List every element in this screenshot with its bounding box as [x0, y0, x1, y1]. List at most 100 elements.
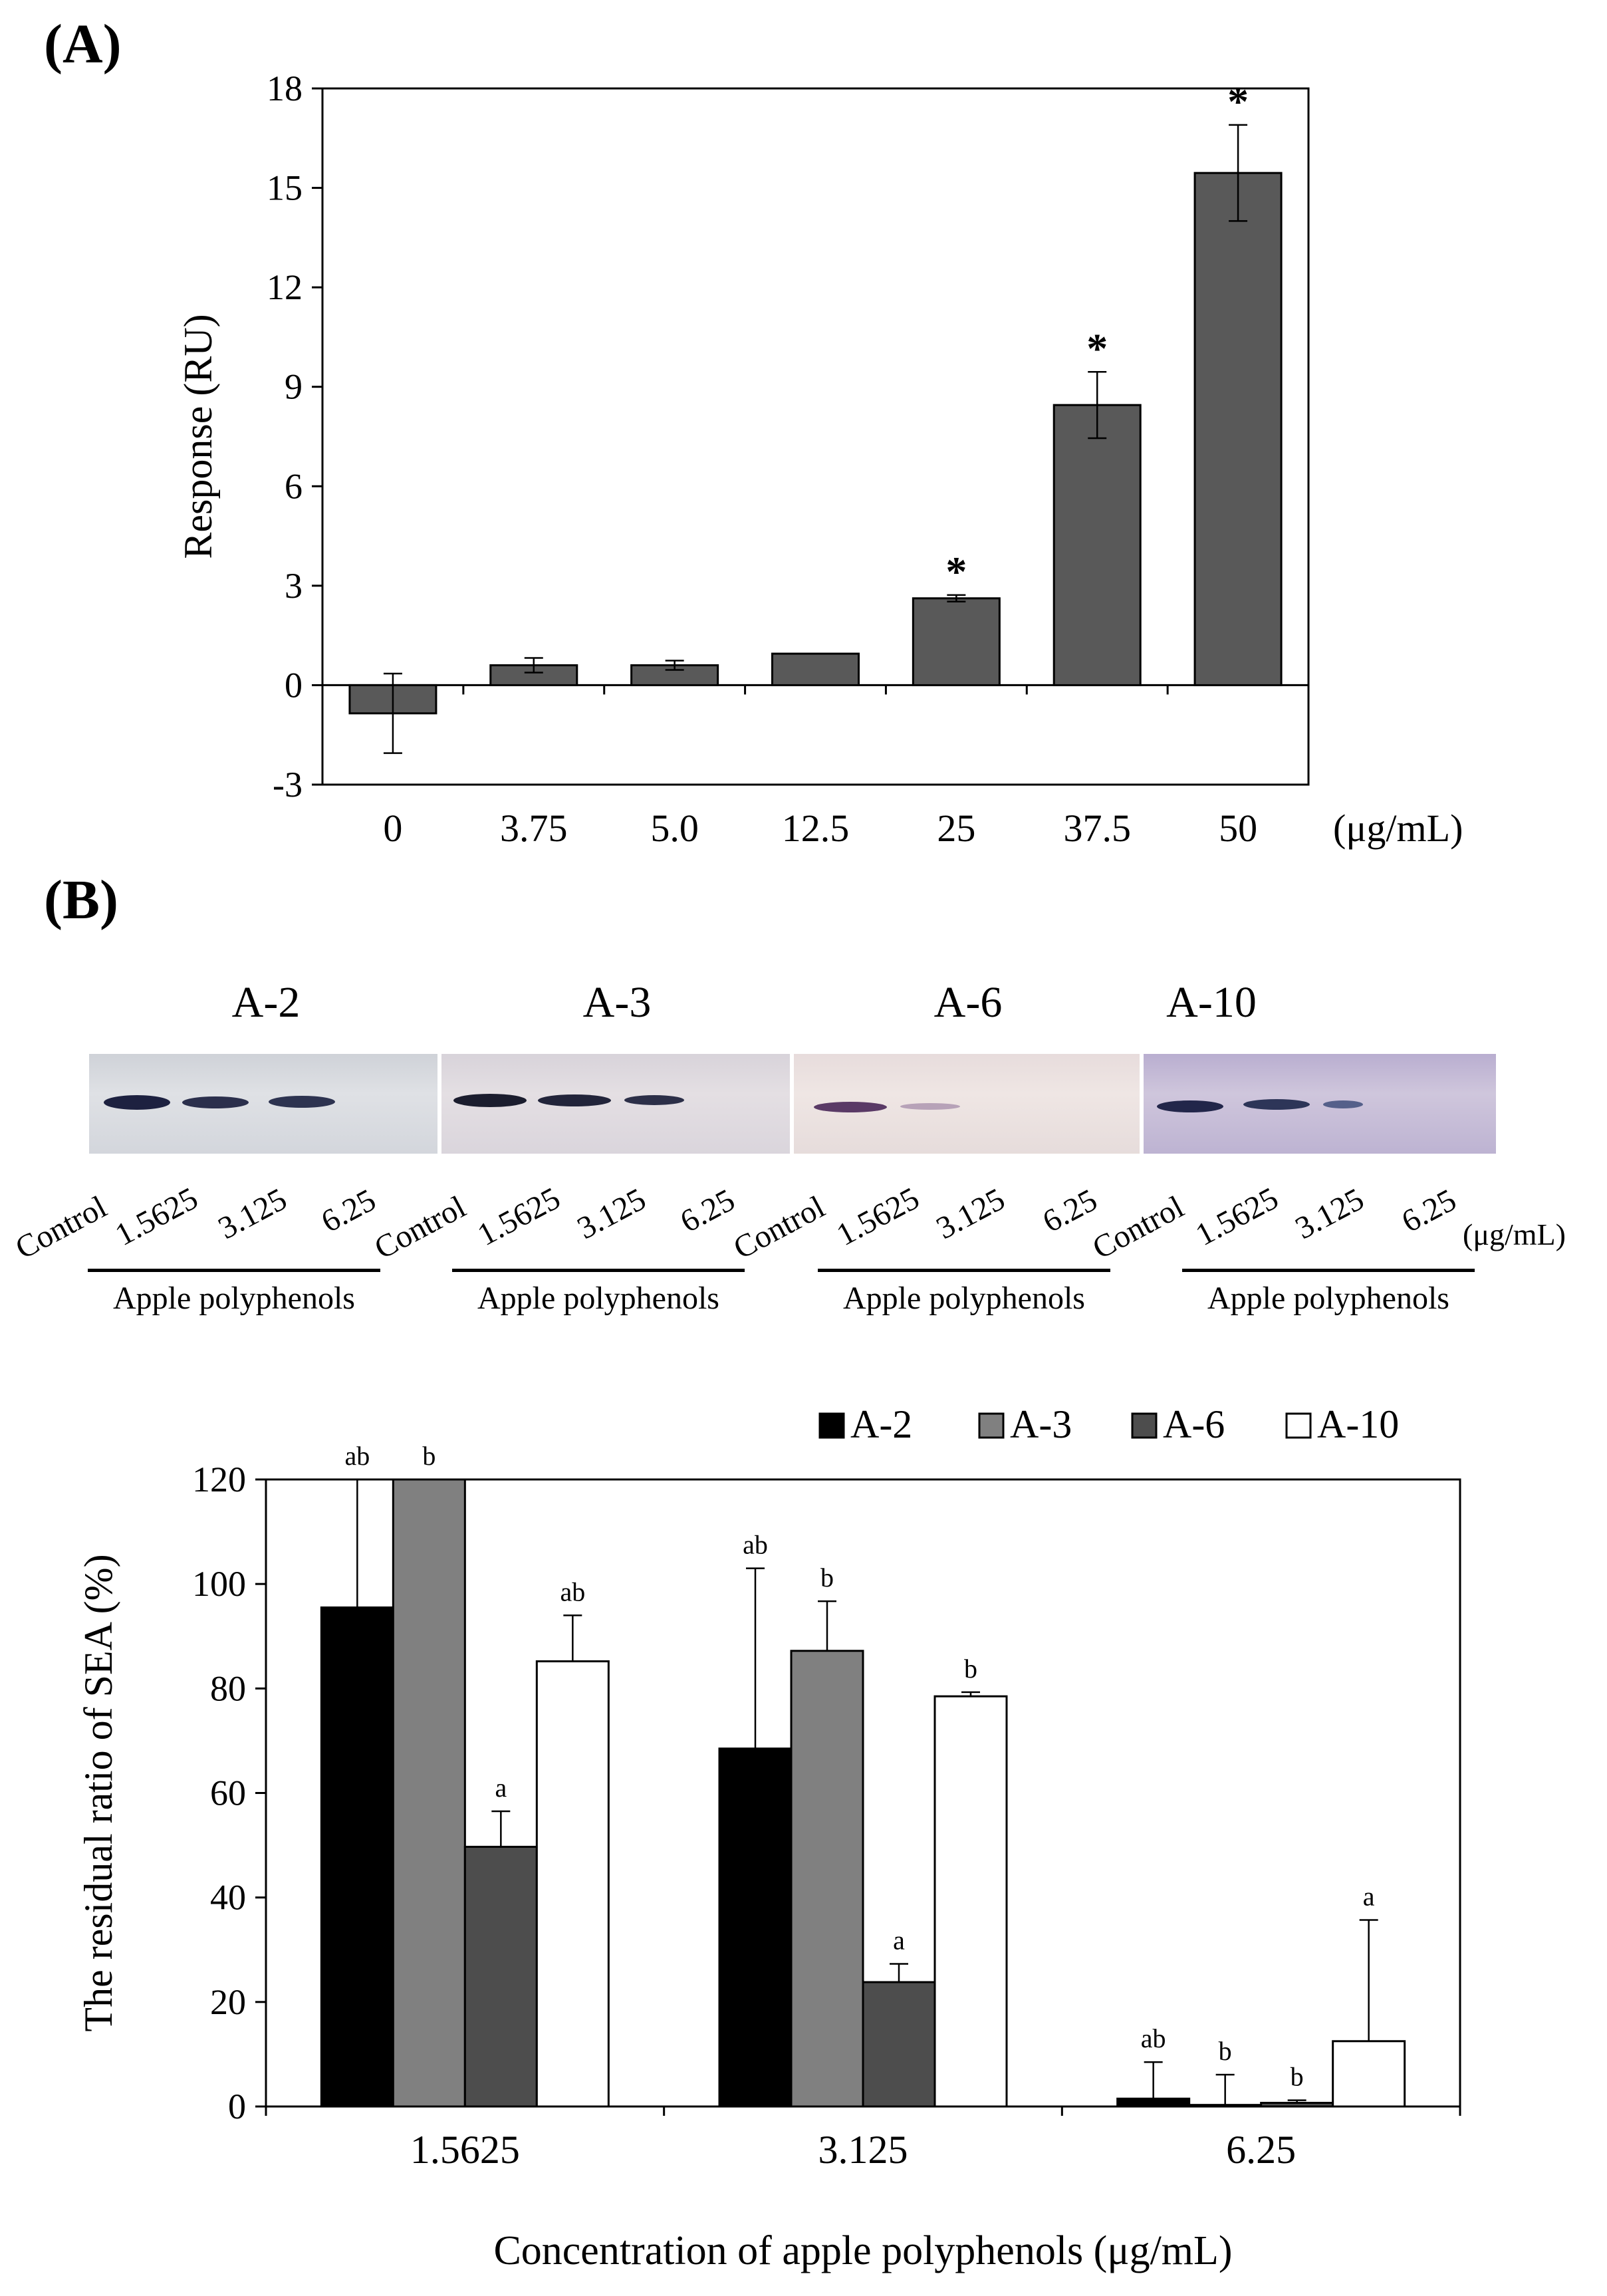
- x-tick-label: 50: [1219, 807, 1257, 850]
- bar-a-3: [790, 1650, 864, 2108]
- x-tick-label: 3.75: [500, 807, 568, 850]
- blot-title-a10: A-10: [1166, 978, 1257, 1027]
- y-tick-label: 3: [285, 566, 303, 606]
- significance-letter: ab: [743, 1530, 768, 1560]
- blot-title-a3: A-3: [582, 978, 652, 1027]
- bar-a-10: [535, 1660, 610, 2108]
- x-tick-label: 5.0: [650, 807, 699, 850]
- blot-band: [1323, 1100, 1363, 1108]
- y-tick-label: 15: [267, 168, 303, 208]
- legend-swatch: [978, 1412, 1005, 1439]
- significance-letter: b: [820, 1563, 834, 1593]
- bar-a-6: [862, 1981, 936, 2108]
- group-line: [1182, 1269, 1475, 1272]
- y-tick-label: 9: [285, 367, 303, 407]
- legend-swatch: [1285, 1412, 1312, 1439]
- bar: [771, 652, 860, 686]
- blot-image-a2: [89, 1054, 437, 1154]
- blot-band: [104, 1095, 170, 1110]
- y-tick-label: 6: [285, 466, 303, 506]
- legend-label: A-10: [1317, 1402, 1399, 1446]
- y-tick-label: -3: [273, 765, 303, 805]
- group-line: [818, 1269, 1110, 1272]
- blot-band: [624, 1095, 684, 1105]
- significance-letter: b: [1291, 2062, 1304, 2092]
- blot-band: [1243, 1099, 1310, 1110]
- blot-band: [182, 1096, 249, 1108]
- blot-band: [269, 1096, 335, 1108]
- legend-label: A-2: [850, 1402, 912, 1446]
- group-label-a10: Apple polyphenols: [1207, 1281, 1449, 1316]
- blot-image-a10: [1144, 1054, 1496, 1154]
- plot-frame: [321, 87, 1310, 786]
- legend-swatch: [818, 1412, 845, 1439]
- blot-title-a6: A-6: [933, 978, 1003, 1027]
- y-axis-label: Response (RU): [176, 314, 220, 559]
- legend-label: A-3: [1010, 1402, 1072, 1446]
- bar-a-2: [718, 1747, 793, 2108]
- y-tick-label: 20: [210, 1982, 246, 2022]
- x-tick-label: 25: [937, 807, 975, 850]
- x-tick-label: 1.5625: [410, 2128, 520, 2172]
- x-tick-label: 3.125: [818, 2128, 908, 2172]
- bar-a-6: [1260, 2101, 1334, 2108]
- significance-letter: ab: [1141, 2023, 1166, 2053]
- bar: [912, 597, 1001, 686]
- y-tick-label: 80: [210, 1668, 246, 1708]
- blot-band: [453, 1094, 527, 1107]
- legend-label: A-6: [1163, 1402, 1225, 1446]
- blot-title-a2: A-2: [231, 978, 301, 1027]
- panel-a-label: (A): [44, 13, 122, 75]
- significance-letter: a: [1363, 1881, 1375, 1911]
- y-tick-label: 120: [192, 1460, 246, 1499]
- significance-letter: b: [1219, 2036, 1232, 2066]
- bar-a-10: [1332, 2040, 1406, 2108]
- legend-swatch: [1131, 1412, 1158, 1439]
- bar-a-2: [320, 1606, 394, 2108]
- blot-image-a6: [794, 1054, 1140, 1154]
- blot-band: [900, 1103, 960, 1110]
- y-tick-label: 40: [210, 1878, 246, 1918]
- group-label-a6: Apple polyphenols: [843, 1281, 1085, 1316]
- group-label-a3: Apple polyphenols: [477, 1281, 719, 1316]
- significance-letter: ab: [560, 1577, 585, 1606]
- y-tick-label: 100: [192, 1564, 246, 1604]
- blot-unit-label: (μg/mL): [1463, 1217, 1566, 1251]
- significance-marker: *: [945, 548, 967, 595]
- blot-band: [1157, 1100, 1223, 1112]
- y-tick-label: 0: [285, 665, 303, 705]
- x-tick-label: 37.5: [1063, 807, 1131, 850]
- bar-a-3: [392, 1478, 466, 2108]
- y-tick-label: 18: [267, 68, 303, 108]
- significance-marker: *: [1086, 324, 1108, 372]
- y-tick-label: 60: [210, 1773, 246, 1813]
- panel-b-label: (B): [44, 869, 118, 931]
- significance-marker: *: [1227, 78, 1249, 125]
- bar-a-3: [1188, 2104, 1263, 2108]
- blot-image-a3: [441, 1054, 790, 1154]
- x-tick-label: 12.5: [782, 807, 850, 850]
- significance-letter: ab: [344, 1441, 370, 1471]
- y-axis-label: The residual ratio of SEA (%): [76, 1554, 120, 2031]
- significance-letter: b: [422, 1441, 435, 1471]
- bar: [1052, 404, 1142, 686]
- y-tick-label: 0: [228, 2087, 246, 2126]
- y-tick-label: 12: [267, 267, 303, 307]
- group-line: [88, 1269, 380, 1272]
- significance-letter: a: [495, 1773, 507, 1803]
- bar-a-6: [463, 1845, 538, 2108]
- bar-a-2: [1116, 2097, 1191, 2108]
- x-tick-label: 6.25: [1226, 2128, 1296, 2172]
- blot-band: [538, 1094, 611, 1106]
- x-tick-label: 0: [383, 807, 402, 850]
- blot-band: [814, 1102, 887, 1112]
- group-label-a2: Apple polyphenols: [113, 1281, 355, 1316]
- x-unit-label: (μg/mL): [1333, 807, 1463, 850]
- bar: [1193, 172, 1283, 686]
- significance-letter: a: [893, 1925, 905, 1955]
- x-axis-label: Concentration of apple polyphenols (μg/m…: [493, 2228, 1232, 2273]
- bar-a-10: [933, 1695, 1008, 2108]
- group-line: [452, 1269, 745, 1272]
